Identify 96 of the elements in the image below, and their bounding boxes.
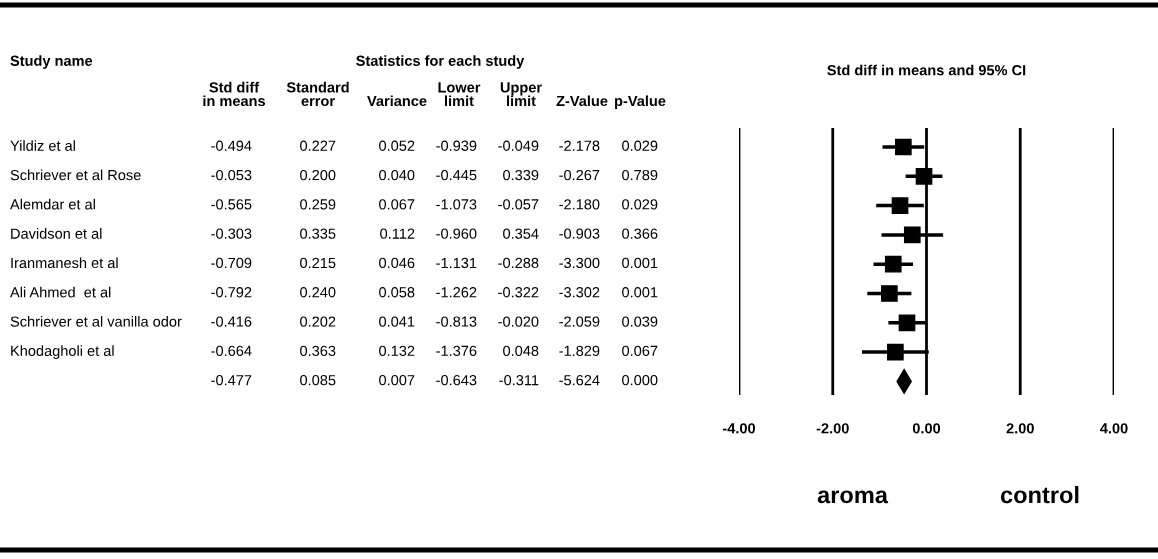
text: 0.052	[379, 140, 415, 151]
text: -1.131	[436, 257, 477, 269]
text: -2.178	[559, 140, 600, 151]
text: -0.477	[211, 374, 252, 386]
text: -1.829	[559, 345, 600, 357]
category-label: Alemdar et al	[10, 198, 95, 210]
text: 0.067	[379, 199, 415, 210]
text: -0.057	[498, 199, 539, 210]
point	[898, 314, 916, 332]
x-tick-label: -2.00	[816, 423, 849, 434]
category-label: p-Value	[615, 95, 666, 109]
category-label: Variance	[367, 95, 427, 107]
text: -5.624	[559, 374, 600, 386]
point	[895, 138, 912, 156]
text: 0.029	[622, 140, 658, 151]
text: control	[1000, 485, 1079, 504]
text: 0.085	[300, 374, 336, 386]
category-label: Std diff in means	[203, 81, 266, 107]
text: 0.001	[622, 257, 658, 269]
text: 0.202	[300, 316, 336, 327]
category-label: Z-Value	[556, 95, 608, 107]
text: 0.363	[300, 345, 336, 357]
category-label: Schriever et al Rose	[10, 169, 141, 181]
text: -2.059	[559, 316, 600, 327]
text: -0.053	[211, 169, 252, 181]
text: -0.643	[436, 374, 477, 386]
text: -0.903	[559, 228, 600, 239]
text: 0.058	[379, 287, 415, 298]
text: 0.215	[300, 257, 336, 269]
text: 0.001	[622, 287, 658, 298]
point	[903, 226, 921, 244]
text: -0.311	[499, 374, 539, 386]
text: 0.046	[379, 257, 415, 269]
text: 0.366	[622, 228, 658, 239]
category-label: Davidson et al	[11, 228, 102, 239]
chart-title: Std diff in means and 95% CI	[827, 64, 1026, 76]
text: -0.792	[211, 287, 252, 298]
text: -0.813	[436, 316, 477, 327]
point	[891, 197, 909, 214]
text: 0.040	[379, 169, 415, 181]
text: 0.048	[503, 345, 539, 357]
text: 0.240	[300, 287, 336, 298]
text: -0.709	[211, 257, 252, 269]
text: -0.565	[211, 199, 252, 210]
text: -0.267	[559, 169, 600, 181]
text: -0.416	[211, 316, 252, 327]
text: -0.939	[436, 140, 477, 151]
text: -1.073	[436, 199, 477, 210]
point	[881, 285, 898, 302]
point	[884, 255, 902, 273]
category-label: Yildiz et al	[10, 140, 75, 151]
text: -0.049	[498, 140, 539, 151]
text: -3.302	[559, 287, 600, 298]
text: -0.288	[498, 257, 539, 269]
text: 0.200	[300, 169, 336, 181]
text: 0.354	[503, 228, 539, 239]
text: -2.180	[559, 199, 600, 210]
category-label: Schriever et al vanilla odor	[10, 316, 182, 327]
category-label: Standard error	[286, 81, 349, 107]
category-label: Lower limit	[438, 82, 481, 107]
text: 0.041	[379, 316, 415, 327]
text: Study name	[10, 55, 93, 69]
x-tick-label: 2.00	[1006, 423, 1034, 434]
x-tick-label: 0.00	[912, 423, 941, 434]
text: Statistics for each study	[356, 55, 525, 69]
text: 0.259	[300, 199, 336, 210]
text: -1.262	[436, 287, 477, 298]
x-tick-label: -4.00	[722, 423, 756, 434]
text: 0.039	[622, 316, 658, 327]
text: -0.494	[211, 140, 252, 151]
text: -0.445	[436, 169, 477, 181]
text: aroma	[817, 490, 889, 504]
text: 0.227	[300, 140, 336, 151]
text: -1.376	[436, 345, 477, 357]
text: 0.339	[503, 169, 539, 181]
point	[915, 167, 933, 185]
text: -0.020	[498, 316, 539, 327]
category-label: Iranmanesh et al	[11, 257, 118, 269]
category-label: Ali Ahmed et al	[10, 286, 111, 298]
text: -0.303	[211, 228, 252, 239]
text: 0.000	[622, 374, 658, 386]
text: -0.960	[436, 228, 477, 239]
text: -0.322	[498, 287, 539, 298]
text: -0.664	[211, 345, 252, 357]
text: 0.132	[379, 345, 415, 357]
text: 0.029	[622, 199, 658, 210]
text: 0.335	[300, 228, 336, 239]
category-label: Khodagholi et al	[11, 345, 114, 359]
text: 0.789	[622, 169, 658, 181]
point	[887, 343, 904, 361]
x-tick-label: 4.00	[1100, 423, 1128, 434]
text: 0.007	[379, 374, 415, 386]
text: -3.300	[559, 257, 600, 269]
text: 0.067	[622, 345, 658, 357]
text: 0.112	[380, 228, 415, 239]
category-label: Upper limit	[500, 82, 542, 107]
